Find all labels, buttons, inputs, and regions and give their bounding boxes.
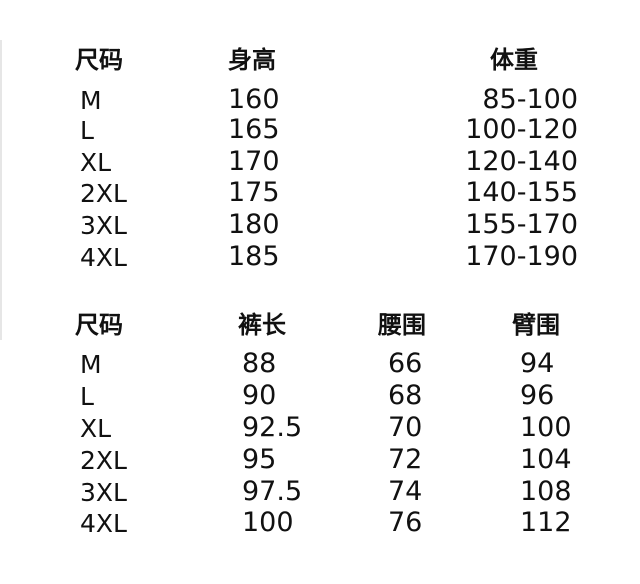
size-cell: XL (80, 148, 112, 177)
size-cell: 2XL (80, 446, 127, 475)
size-cell: 3XL (80, 478, 127, 507)
size-cell: 3XL (80, 211, 127, 240)
height-cell: 170 (228, 146, 280, 177)
height-cell: 180 (228, 209, 280, 240)
weight-cell: 170-190 (465, 241, 578, 272)
weight-cell: 155-170 (465, 209, 578, 240)
size-cell: M (80, 350, 102, 379)
table2-header: 腰围 (378, 311, 426, 339)
table2-header: 臂围 (512, 311, 560, 339)
weight-cell: 120-140 (465, 146, 578, 177)
height-cell: 165 (228, 114, 280, 145)
table1-header: 身高 (228, 46, 276, 74)
table2-header: 裤长 (238, 311, 286, 339)
pants-length-cell: 97.5 (242, 476, 303, 507)
pants-length-cell: 88 (242, 348, 277, 379)
weight-cell: 85-100 (482, 84, 578, 115)
arm-cell: 94 (520, 348, 555, 379)
pants-length-cell: 95 (242, 444, 277, 475)
height-cell: 175 (228, 177, 280, 208)
arm-cell: 108 (520, 476, 572, 507)
size-cell: 4XL (80, 509, 127, 538)
waist-cell: 72 (388, 444, 423, 475)
weight-cell: 100-120 (465, 114, 578, 145)
arm-cell: 104 (520, 444, 572, 475)
size-cell: M (80, 86, 102, 115)
waist-cell: 76 (388, 507, 423, 538)
waist-cell: 70 (388, 412, 423, 443)
waist-cell: 74 (388, 476, 423, 507)
arm-cell: 96 (520, 380, 555, 411)
left-edge-divider (0, 40, 2, 340)
size-cell: XL (80, 414, 112, 443)
size-cell: L (80, 116, 94, 145)
arm-cell: 112 (520, 507, 572, 538)
table1-header: 体重 (490, 46, 538, 74)
height-cell: 160 (228, 84, 280, 115)
size-cell: 2XL (80, 179, 127, 208)
height-cell: 185 (228, 241, 280, 272)
pants-length-cell: 92.5 (242, 412, 303, 443)
size-cell: 4XL (80, 243, 127, 272)
arm-cell: 100 (520, 412, 572, 443)
size-cell: L (80, 382, 94, 411)
waist-cell: 68 (388, 380, 423, 411)
table2-header: 尺码 (75, 311, 123, 339)
pants-length-cell: 100 (242, 507, 294, 538)
table1-header: 尺码 (75, 46, 123, 74)
waist-cell: 66 (388, 348, 423, 379)
weight-cell: 140-155 (465, 177, 578, 208)
pants-length-cell: 90 (242, 380, 277, 411)
